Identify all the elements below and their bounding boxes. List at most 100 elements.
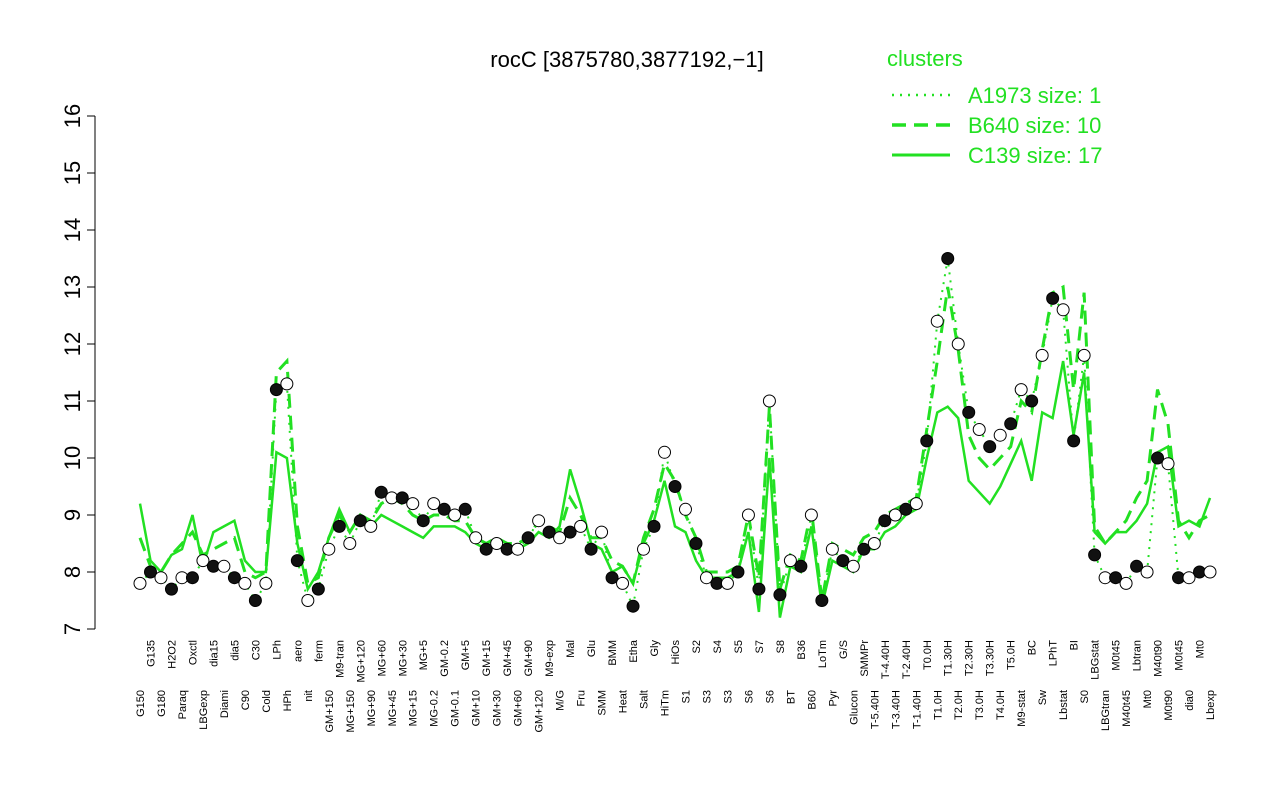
x-tick-label: H2O2 [166, 640, 178, 669]
x-tick-label: HPh [282, 690, 294, 711]
x-tick-label: T3.0H [974, 690, 986, 720]
data-point [909, 497, 923, 511]
x-tick-label: BC [1027, 640, 1039, 655]
x-tick-label: GM-0.2 [439, 640, 451, 677]
data-point [616, 576, 630, 590]
x-tick-label: HiTm [660, 690, 672, 716]
data-point [364, 519, 378, 533]
x-tick-label: MG+30 [397, 640, 409, 676]
x-tick-label: dia15 [208, 640, 220, 667]
x-tick-label: BMM [607, 640, 619, 666]
data-point [678, 502, 692, 516]
data-point [133, 576, 147, 590]
x-tick-label: MG+120 [355, 640, 367, 683]
data-point [720, 576, 734, 590]
x-tick-label: M0t45 [1174, 640, 1186, 671]
data-point [899, 502, 913, 516]
data-point [185, 571, 199, 585]
data-point [846, 559, 860, 573]
y-tick-label: 12 [60, 332, 85, 356]
x-tick-label: Lbexp [1205, 690, 1217, 720]
x-tick-label: M9-tran [334, 640, 346, 678]
legend-title: clusters [887, 46, 963, 71]
data-point [1119, 576, 1133, 590]
x-tick-label: T-4.40H [880, 640, 892, 679]
x-tick-label: T1.30H [943, 640, 955, 676]
x-tick-label: S4 [712, 640, 724, 653]
data-point [248, 594, 262, 607]
x-tick-label: M40t45 [1121, 690, 1133, 727]
data-point [1140, 565, 1154, 579]
x-tick-label: Glu [586, 640, 598, 657]
x-tick-label: GM+5 [460, 640, 472, 670]
data-point [689, 537, 703, 550]
data-point [857, 542, 871, 556]
data-point [437, 502, 451, 516]
x-tick-label: Mal [565, 640, 577, 658]
data-point [993, 428, 1007, 442]
data-point [951, 337, 965, 351]
y-tick-label: 10 [60, 446, 85, 470]
y-tick-label: 7 [60, 623, 85, 635]
data-point [563, 525, 577, 539]
x-tick-label: GM+45 [502, 640, 514, 676]
data-point [595, 525, 609, 539]
data-point [941, 252, 955, 265]
x-tick-label: Oxctl [187, 640, 199, 665]
x-tick-label: C30 [250, 640, 262, 660]
y-tick-label: 8 [60, 566, 85, 578]
data-point [1014, 383, 1028, 397]
data-point [972, 423, 986, 436]
x-tick-label: T5.0H [1006, 640, 1018, 670]
x-tick-label: LoTm [817, 640, 829, 668]
x-tick-label: GM+150 [324, 690, 336, 733]
chart-title: rocC [3875780,3877192,−1] [490, 47, 763, 72]
data-point [427, 497, 441, 511]
x-tick-label: T0.0H [922, 640, 934, 670]
data-point [290, 554, 304, 568]
x-tick-label: Cold [261, 690, 273, 713]
x-tick-label: M9-stat [1016, 690, 1028, 727]
x-tick-label: S7 [754, 640, 766, 653]
data-point [867, 537, 881, 550]
y-tick-label: 11 [60, 390, 85, 413]
x-tick-label: C90 [240, 690, 252, 710]
x-tick-label: GM+15 [481, 640, 493, 676]
data-point [574, 519, 588, 533]
x-tick-label: T-5.40H [869, 690, 881, 729]
x-tick-label: Gly [649, 640, 661, 657]
x-tick-label: GM+60 [513, 690, 525, 726]
data-point [752, 582, 766, 596]
x-tick-label: S0 [1079, 690, 1091, 703]
y-tick-label: 16 [60, 104, 85, 128]
x-tick-label: S5 [733, 640, 745, 653]
x-tick-label: dia0 [1184, 690, 1196, 711]
data-point [1025, 394, 1039, 408]
data-point [888, 508, 902, 522]
x-tick-label: Lbtran [1132, 640, 1144, 671]
data-point [532, 514, 546, 528]
x-tick-label: SMM [597, 690, 609, 716]
x-tick-label: Paraq [177, 690, 189, 719]
cluster-line [138, 284, 1211, 601]
data-point [762, 394, 776, 408]
data-point [836, 554, 850, 568]
x-tick-label: G/S [838, 640, 850, 659]
data-point [1161, 457, 1175, 471]
x-tick-label: B60 [806, 690, 818, 710]
x-tick-label: GM+10 [471, 690, 483, 726]
x-tick-label: Glucon [848, 690, 860, 725]
data-point [637, 542, 651, 556]
x-tick-label: LBGexp [198, 690, 210, 730]
data-point [154, 571, 168, 585]
data-point [920, 434, 934, 448]
x-tick-label: S2 [691, 640, 703, 653]
data-point [490, 537, 504, 550]
x-tick-label: MG+60 [376, 640, 388, 676]
data-point [196, 554, 210, 568]
x-tick-label: HiOs [670, 640, 682, 665]
data-point [1130, 559, 1144, 573]
x-tick-label: BI [1069, 640, 1081, 650]
x-tick-label: S3 [701, 690, 713, 703]
